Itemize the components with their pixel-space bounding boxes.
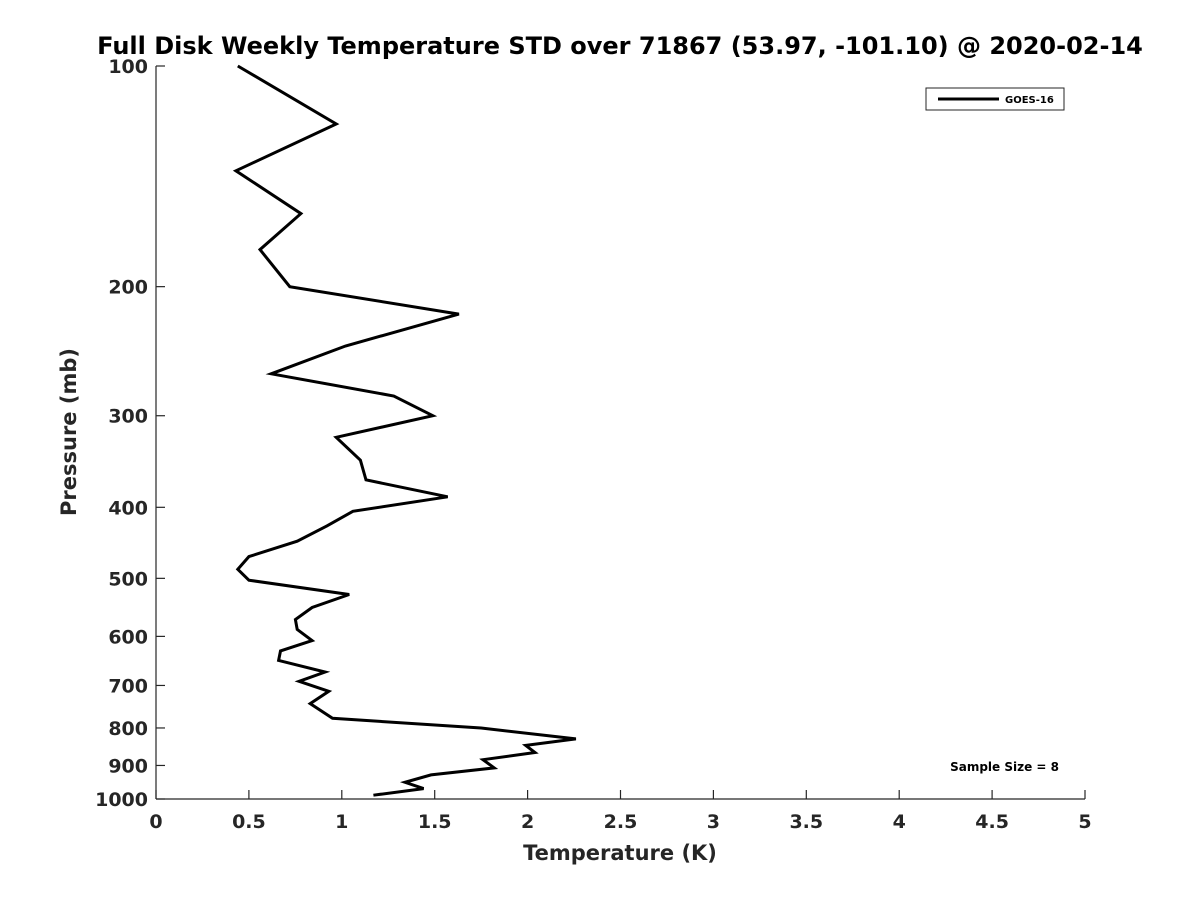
y-tick-label: 200 [108,277,148,299]
chart-title: Full Disk Weekly Temperature STD over 71… [97,32,1143,60]
y-tick-label: 1000 [95,789,148,811]
x-axis-ticks: 0 0.5 1 1.5 2 2.5 3 3.5 4 4.5 5 [149,790,1092,833]
x-tick-label: 4.5 [975,811,1009,833]
x-tick-label: 2.5 [604,811,638,833]
x-tick-label: 1.5 [418,811,452,833]
y-axis-ticks: 100 200 300 400 500 600 700 800 900 1000 [95,56,165,811]
y-axis-label: Pressure (mb) [57,348,81,516]
y-tick-label: 400 [108,497,148,519]
plot-area [155,66,1085,800]
y-tick-label: 300 [108,406,148,428]
x-tick-label: 3.5 [789,811,823,833]
legend-label-goes-16: GOES-16 [1005,95,1054,106]
y-tick-label: 900 [108,755,148,777]
x-tick-label: 1 [335,811,348,833]
x-tick-label: 2 [521,811,534,833]
x-tick-label: 5 [1078,811,1091,833]
x-tick-label: 4 [893,811,906,833]
x-tick-label: 0 [149,811,162,833]
sample-size-annotation: Sample Size = 8 [950,760,1059,774]
x-tick-label: 0.5 [232,811,266,833]
y-tick-label: 700 [108,675,148,697]
x-tick-label: 3 [707,811,720,833]
y-tick-label: 600 [108,626,148,648]
y-tick-label: 500 [108,568,148,590]
series-line-goes-16 [232,64,577,797]
y-tick-label: 800 [108,718,148,740]
y-tick-label: 100 [108,56,148,78]
series-layer [232,64,577,797]
legend: GOES-16 [925,87,1065,111]
x-axis-label: Temperature (K) [523,841,717,865]
